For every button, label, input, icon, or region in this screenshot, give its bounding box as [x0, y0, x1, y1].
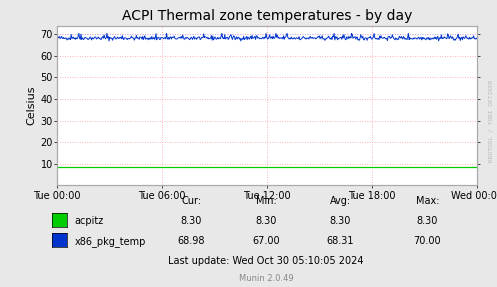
Text: Avg:: Avg:: [330, 196, 351, 206]
Text: Min:: Min:: [255, 196, 276, 206]
Text: Last update: Wed Oct 30 05:10:05 2024: Last update: Wed Oct 30 05:10:05 2024: [168, 256, 364, 266]
Text: 8.30: 8.30: [330, 216, 351, 226]
Text: 8.30: 8.30: [416, 216, 438, 226]
Text: RRDTOOL / TOBI OETIKER: RRDTOOL / TOBI OETIKER: [489, 79, 494, 162]
Text: acpitz: acpitz: [75, 216, 104, 226]
Y-axis label: Celsius: Celsius: [26, 86, 36, 125]
Title: ACPI Thermal zone temperatures - by day: ACPI Thermal zone temperatures - by day: [122, 9, 413, 23]
Text: Munin 2.0.49: Munin 2.0.49: [239, 274, 293, 283]
Text: 8.30: 8.30: [255, 216, 277, 226]
Text: 68.98: 68.98: [177, 236, 205, 246]
Text: 70.00: 70.00: [414, 236, 441, 246]
Text: x86_pkg_temp: x86_pkg_temp: [75, 236, 146, 247]
Text: 8.30: 8.30: [180, 216, 202, 226]
Text: Max:: Max:: [415, 196, 439, 206]
Text: 67.00: 67.00: [252, 236, 280, 246]
Text: 68.31: 68.31: [327, 236, 354, 246]
Text: Cur:: Cur:: [181, 196, 201, 206]
